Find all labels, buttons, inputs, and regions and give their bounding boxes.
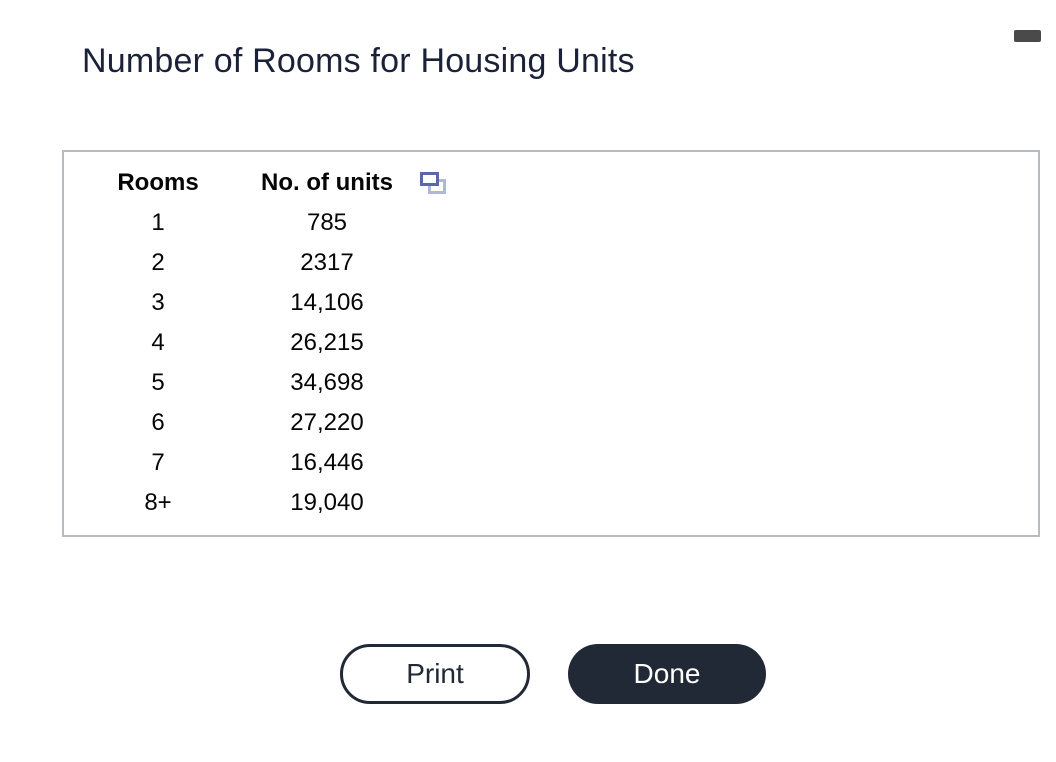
- cell-units: 34,698: [290, 369, 364, 396]
- table-row: 3 14,106: [64, 283, 402, 323]
- table-row: 1 785: [64, 203, 402, 243]
- table-row: 7 16,446: [64, 443, 402, 483]
- table-body: 1 785 2 2317 3 14,106 4 26,215 5 34,698 6 27,220 7 16…: [64, 203, 402, 523]
- window-indicator: [1014, 30, 1041, 42]
- cell-units: 785: [306, 209, 348, 236]
- table-row: 5 34,698: [64, 363, 402, 403]
- table-row: 2 2317: [64, 243, 402, 283]
- cell-rooms: 4: [151, 329, 165, 356]
- cell-rooms: 8+: [144, 489, 172, 516]
- cell-rooms: 5: [151, 369, 165, 396]
- cell-units: 19,040: [290, 489, 364, 516]
- table-row: 4 26,215: [64, 323, 402, 363]
- column-header-units: No. of units: [252, 163, 446, 203]
- cell-units: 14,106: [290, 289, 364, 316]
- rooms-table: Rooms No. of units 1 785 2 2317 3 14,106 4 26,2…: [64, 163, 446, 523]
- column-header-rooms-label: Rooms: [117, 169, 199, 196]
- data-panel: Rooms No. of units 1 785 2 2317 3 14,106 4 26,2…: [62, 150, 1040, 537]
- table-row: 6 27,220: [64, 403, 402, 443]
- cell-units: 27,220: [290, 409, 364, 436]
- column-header-units-label: No. of units: [261, 169, 393, 196]
- cell-units: 16,446: [290, 449, 364, 476]
- cell-rooms: 2: [151, 249, 165, 276]
- table-row: 8+ 19,040: [64, 483, 402, 523]
- cell-rooms: 7: [151, 449, 165, 476]
- table-header-row: Rooms No. of units: [64, 163, 446, 203]
- cell-units: 26,215: [290, 329, 364, 356]
- cell-rooms: 6: [151, 409, 165, 436]
- copy-icon-front-rect: [420, 172, 439, 186]
- cell-rooms: 1: [151, 209, 165, 236]
- button-row: Print Done: [340, 644, 766, 704]
- copy-icon[interactable]: [420, 172, 447, 194]
- column-header-rooms: Rooms: [64, 163, 252, 203]
- print-button[interactable]: Print: [340, 644, 530, 704]
- cell-rooms: 3: [151, 289, 165, 316]
- page-title: Number of Rooms for Housing Units: [82, 42, 635, 80]
- done-button[interactable]: Done: [568, 644, 766, 704]
- cell-units: 2317: [300, 249, 354, 276]
